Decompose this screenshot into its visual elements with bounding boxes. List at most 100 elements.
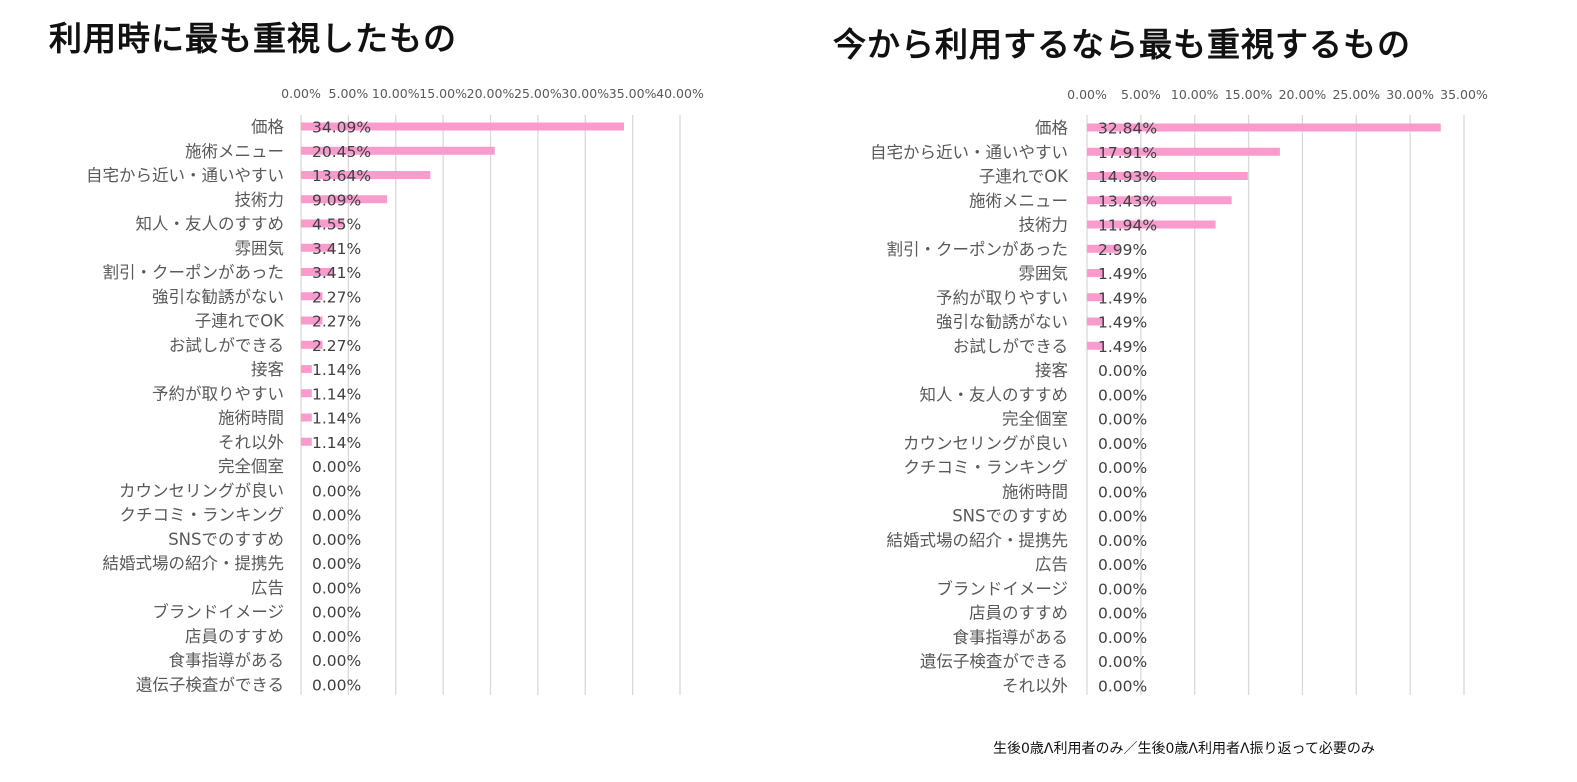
footnote: 生後0歳Λ利用者のみ／生後0歳Λ利用者Λ振り返って必要のみ	[993, 741, 1375, 757]
x-tick-label: 25.00%	[1332, 87, 1380, 102]
chart-title-right: 今から利用するなら最も重視するもの	[833, 25, 1411, 64]
bar	[1087, 172, 1248, 180]
chart-left: 0.00% 5.00% 10.00% 15.00% 20.00% 25.00% 30.00%…	[86, 86, 704, 695]
category-label: 結婚式場の紹介・提携先	[103, 554, 285, 573]
category-label: お試しができる	[953, 337, 1068, 356]
x-tick-label: 15.00%	[1225, 87, 1273, 102]
category-label: それ以外	[218, 433, 284, 452]
bar	[1087, 341, 1104, 350]
data-label: 1.14%	[312, 385, 361, 403]
data-label: 0.00%	[1098, 580, 1147, 598]
data-label: 0.00%	[1098, 532, 1147, 550]
data-label: 0.00%	[312, 652, 361, 670]
category-label: お試しができる	[169, 336, 284, 355]
x-tick-label: 5.00%	[1121, 87, 1161, 102]
data-label: 0.00%	[312, 676, 361, 694]
category-label: 価格	[251, 118, 285, 137]
data-label: 0.00%	[312, 507, 361, 525]
data-label: 0.00%	[312, 579, 361, 597]
x-tick-label: 30.00%	[561, 86, 609, 101]
x-tick-label: 10.00%	[372, 86, 420, 101]
data-label: 1.49%	[1098, 289, 1147, 307]
data-label: 3.41%	[312, 264, 361, 282]
category-label: 施術時間	[218, 409, 284, 428]
category-label: 接客	[251, 360, 284, 379]
data-label: 0.00%	[1098, 362, 1147, 380]
category-label: 強引な勧誘がない	[152, 287, 284, 306]
data-label: 3.41%	[312, 240, 361, 258]
category-label: 子連れでOK	[979, 167, 1069, 186]
data-label: 1.49%	[1098, 338, 1147, 356]
data-label: 0.00%	[1098, 411, 1147, 429]
category-label: カウンセリングが良い	[119, 481, 284, 500]
category-label: 施術メニュー	[185, 142, 284, 161]
data-label: 13.64%	[312, 167, 371, 185]
bar	[301, 171, 431, 179]
data-label: 0.00%	[1098, 386, 1147, 404]
bar	[1087, 147, 1280, 156]
category-label: 予約が取りやすい	[936, 288, 1068, 307]
data-label: 1.49%	[1098, 314, 1147, 332]
data-label: 1.49%	[1098, 265, 1147, 283]
category-label: 技術力	[235, 190, 285, 209]
category-label: 広告	[1035, 555, 1068, 574]
bar	[301, 146, 495, 155]
bar	[1087, 293, 1104, 302]
data-label: 0.00%	[312, 458, 361, 476]
x-tick-label: 35.00%	[609, 86, 657, 101]
category-label: 食事指導がある	[953, 628, 1069, 647]
category-label: SNSでのすすめ	[952, 507, 1068, 526]
data-label: 0.00%	[312, 482, 361, 500]
bar	[301, 268, 334, 276]
x-tick-label: 15.00%	[419, 86, 467, 101]
data-label: 4.55%	[312, 216, 361, 234]
x-tick-label: 40.00%	[656, 86, 704, 101]
data-label: 0.00%	[1098, 435, 1147, 453]
bar	[301, 243, 334, 252]
category-label: 完全個室	[218, 457, 284, 476]
data-label: 2.99%	[1098, 241, 1147, 259]
bar	[301, 195, 388, 204]
x-tick-label: 0.00%	[1067, 87, 1107, 102]
category-label: 技術力	[1019, 216, 1069, 235]
category-label: 広告	[251, 578, 284, 597]
data-label: 9.09%	[312, 191, 361, 209]
category-label: クチコミ・ランキング	[119, 506, 284, 525]
data-label: 0.00%	[1098, 629, 1147, 647]
chart-right: 0.00% 5.00% 10.00% 15.00% 20.00% 25.00% 30.00%…	[870, 87, 1488, 695]
x-tick-label: 20.00%	[467, 86, 515, 101]
category-label: 店員のすすめ	[969, 604, 1068, 623]
data-label: 0.00%	[1098, 605, 1147, 623]
category-label: SNSでのすすめ	[168, 530, 284, 549]
category-label: 店員のすすめ	[185, 627, 284, 646]
bar	[1087, 196, 1232, 205]
data-label: 13.43%	[1098, 192, 1157, 210]
data-label: 17.91%	[1098, 144, 1157, 162]
bar	[301, 365, 312, 373]
data-label: 0.00%	[1098, 508, 1147, 526]
data-label: 2.27%	[312, 288, 361, 306]
category-label: 強引な勧誘がない	[936, 313, 1068, 332]
category-label: 割引・クーポンがあった	[103, 263, 285, 282]
category-label: 価格	[1035, 119, 1069, 138]
bar	[301, 122, 625, 131]
category-label: 雰囲気	[1019, 264, 1069, 283]
bar	[301, 316, 323, 325]
category-label: 自宅から近い・通いやすい	[870, 143, 1068, 162]
category-label: 食事指導がある	[169, 651, 285, 670]
data-label: 1.14%	[312, 434, 361, 452]
data-label: 0.00%	[1098, 677, 1147, 695]
category-label: 知人・友人のすすめ	[920, 385, 1069, 404]
data-label: 1.14%	[312, 410, 361, 428]
data-label: 32.84%	[1098, 120, 1157, 138]
category-label: 接客	[1035, 361, 1068, 380]
data-label: 34.09%	[312, 119, 371, 137]
data-label: 0.00%	[1098, 653, 1147, 671]
category-label: それ以外	[1002, 676, 1068, 695]
bar	[301, 292, 323, 301]
category-label: 遺伝子検査ができる	[920, 652, 1068, 671]
x-tick-label: 35.00%	[1440, 87, 1488, 102]
category-label: 知人・友人のすすめ	[136, 215, 285, 234]
bar	[301, 437, 312, 446]
